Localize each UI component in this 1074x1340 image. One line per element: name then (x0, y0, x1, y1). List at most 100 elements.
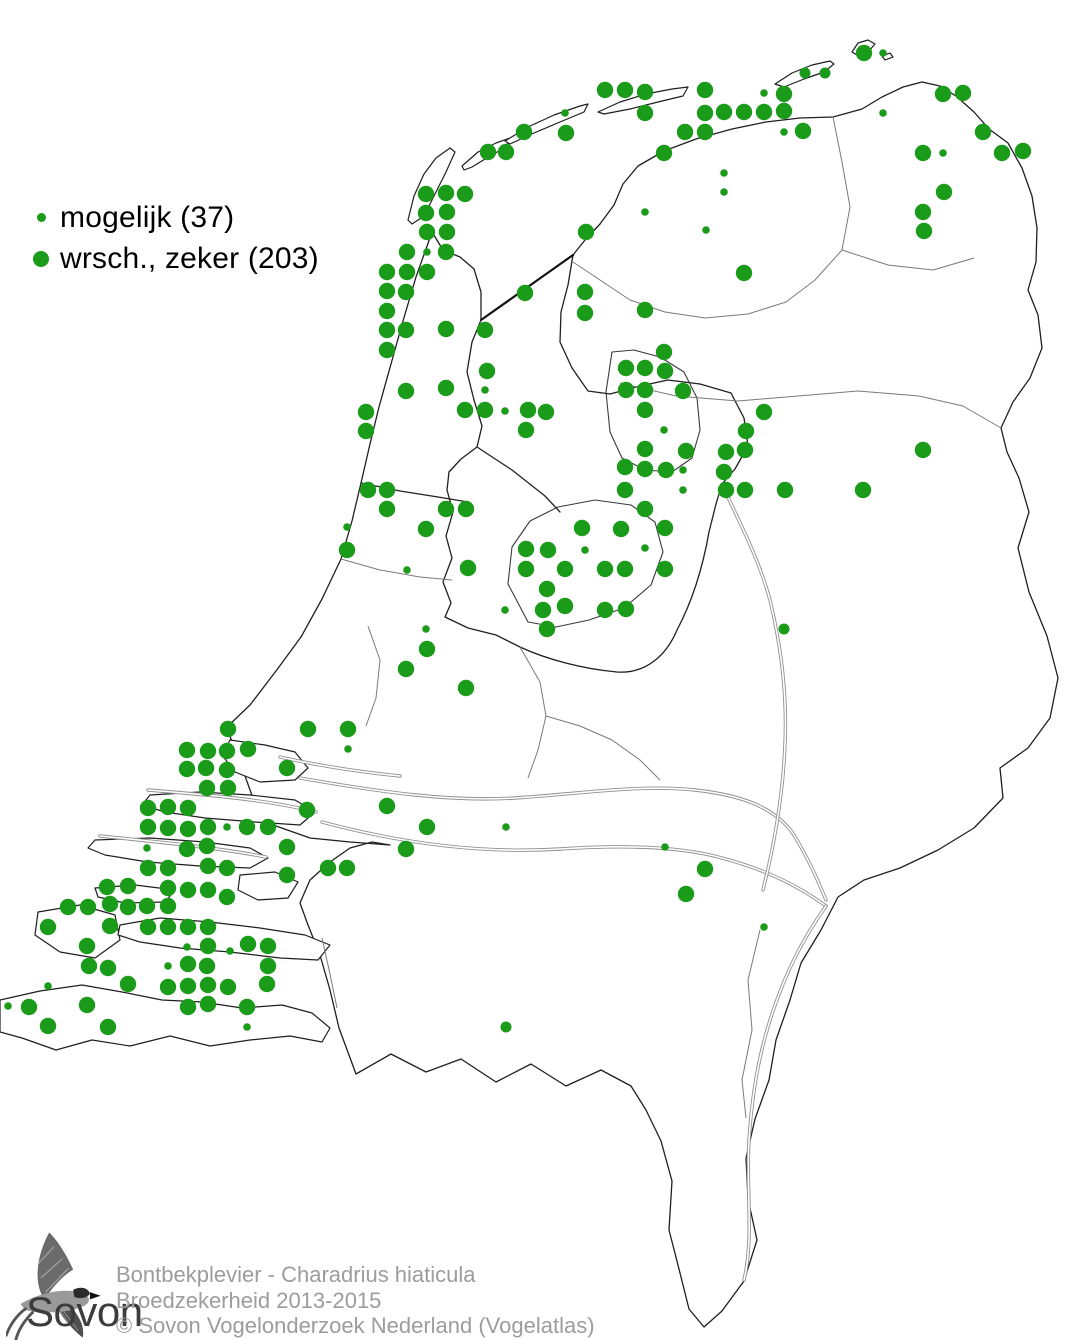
observation-dot-l (319, 859, 337, 877)
observation-dot-l (617, 600, 635, 618)
observation-dot-l (239, 740, 257, 758)
observation-dot-l (198, 837, 216, 855)
observation-dot-l (397, 382, 415, 400)
swallow-icon (6, 1232, 101, 1340)
observation-dot-l (915, 222, 933, 240)
observation-dot-s (561, 109, 569, 117)
observation-dot-l (612, 520, 630, 538)
observation-dot-l (199, 918, 217, 936)
observation-dot-l (398, 243, 416, 261)
observation-dot-m (500, 1021, 512, 1033)
observation-dot-l (359, 481, 377, 499)
observation-dot-l (339, 720, 357, 738)
observation-dot-l (159, 859, 177, 877)
observation-dot-l (278, 838, 296, 856)
map-caption: Bontbekplevier - Charadrius hiaticula Br… (116, 1262, 595, 1339)
observation-dot-l (456, 185, 474, 203)
observation-dot-l (576, 283, 594, 301)
observation-dot-l (99, 959, 117, 977)
observation-dot-l (616, 458, 634, 476)
river-maas (742, 904, 828, 1282)
observation-dot-l (517, 560, 535, 578)
observation-dot-s (403, 566, 411, 574)
observation-dot-l (139, 818, 157, 836)
observation-dot-l (159, 918, 177, 936)
observation-dot-l (596, 81, 614, 99)
observation-dot-l (198, 779, 216, 797)
observation-dot-l (655, 343, 673, 361)
observation-dot-l (573, 519, 591, 537)
observation-dot-s (183, 943, 191, 951)
observation-dot-l (636, 301, 654, 319)
observation-dot-l (755, 103, 773, 121)
observation-dot-l (138, 897, 156, 915)
observation-dot-s (343, 523, 351, 531)
observation-dot-l (179, 820, 197, 838)
observation-dot-l (596, 601, 614, 619)
observation-dot-l (576, 304, 594, 322)
island-schouwen-duiveland (87, 837, 269, 869)
observation-dot-l (538, 580, 556, 598)
observation-dot-s (501, 606, 509, 614)
legend-icon-wrap (22, 213, 60, 222)
observation-dot-s (501, 407, 509, 415)
observation-dot-l (338, 859, 356, 877)
border-utrecht-east (519, 646, 547, 779)
observation-dot-l (616, 481, 634, 499)
observation-dot-s (641, 544, 649, 552)
observation-dot-l (219, 779, 237, 797)
border-noordholland-zuidholland (340, 558, 453, 581)
border-brabant-limburg (741, 929, 761, 1119)
observation-dot-l (735, 103, 753, 121)
observation-dot-s (720, 169, 728, 177)
observation-dot-l (636, 381, 654, 399)
observation-dot-l (735, 264, 753, 282)
mainland-coastline (226, 81, 1059, 1328)
observation-dot-l (696, 104, 714, 122)
observation-dot-l (378, 341, 396, 359)
observation-dot-l (636, 500, 654, 518)
observation-dot-l (479, 143, 497, 161)
observation-dot-l (198, 957, 216, 975)
observation-dot-l (417, 204, 435, 222)
observation-dot-l (696, 860, 714, 878)
observation-dot-l (515, 123, 533, 141)
observation-dot-m (778, 623, 790, 635)
observation-dot-l (418, 263, 436, 281)
observation-dot-s (760, 89, 768, 97)
observation-dot-l (199, 937, 217, 955)
observation-dot-l (39, 918, 57, 936)
legend-item-mogelijk: mogelijk (37) (22, 197, 319, 238)
observation-dot-l (357, 403, 375, 421)
observation-dot-l (378, 282, 396, 300)
observation-dot-l (378, 797, 396, 815)
observation-dot-m (799, 67, 811, 79)
observation-dot-l (914, 144, 932, 162)
observation-dot-l (617, 359, 635, 377)
observation-dot-l (80, 957, 98, 975)
observation-dot-l (378, 500, 396, 518)
observation-dot-l (199, 976, 217, 994)
observation-dot-l (119, 877, 137, 895)
observation-dot-s (679, 466, 687, 474)
observation-dot-l (636, 440, 654, 458)
observation-dot-l (519, 401, 537, 419)
observation-dot-l (119, 975, 137, 993)
observation-dot-s (679, 486, 687, 494)
observation-dot-l (715, 463, 733, 481)
observation-dot-l (101, 917, 119, 935)
observation-dot-l (736, 481, 754, 499)
observation-dot-s (44, 982, 52, 990)
observation-dot-l (259, 818, 277, 836)
observation-dot-l (657, 461, 675, 479)
observation-dot-l (98, 878, 116, 896)
observation-dot-l (934, 85, 952, 103)
observation-dot-l (139, 799, 157, 817)
observation-dot-l (696, 81, 714, 99)
observation-dot-l (914, 203, 932, 221)
observation-dot-l (179, 881, 197, 899)
observation-dot-l (178, 760, 196, 778)
observation-dot-s (939, 149, 947, 157)
observation-dot-l (298, 801, 316, 819)
observation-dot-s (226, 947, 234, 955)
